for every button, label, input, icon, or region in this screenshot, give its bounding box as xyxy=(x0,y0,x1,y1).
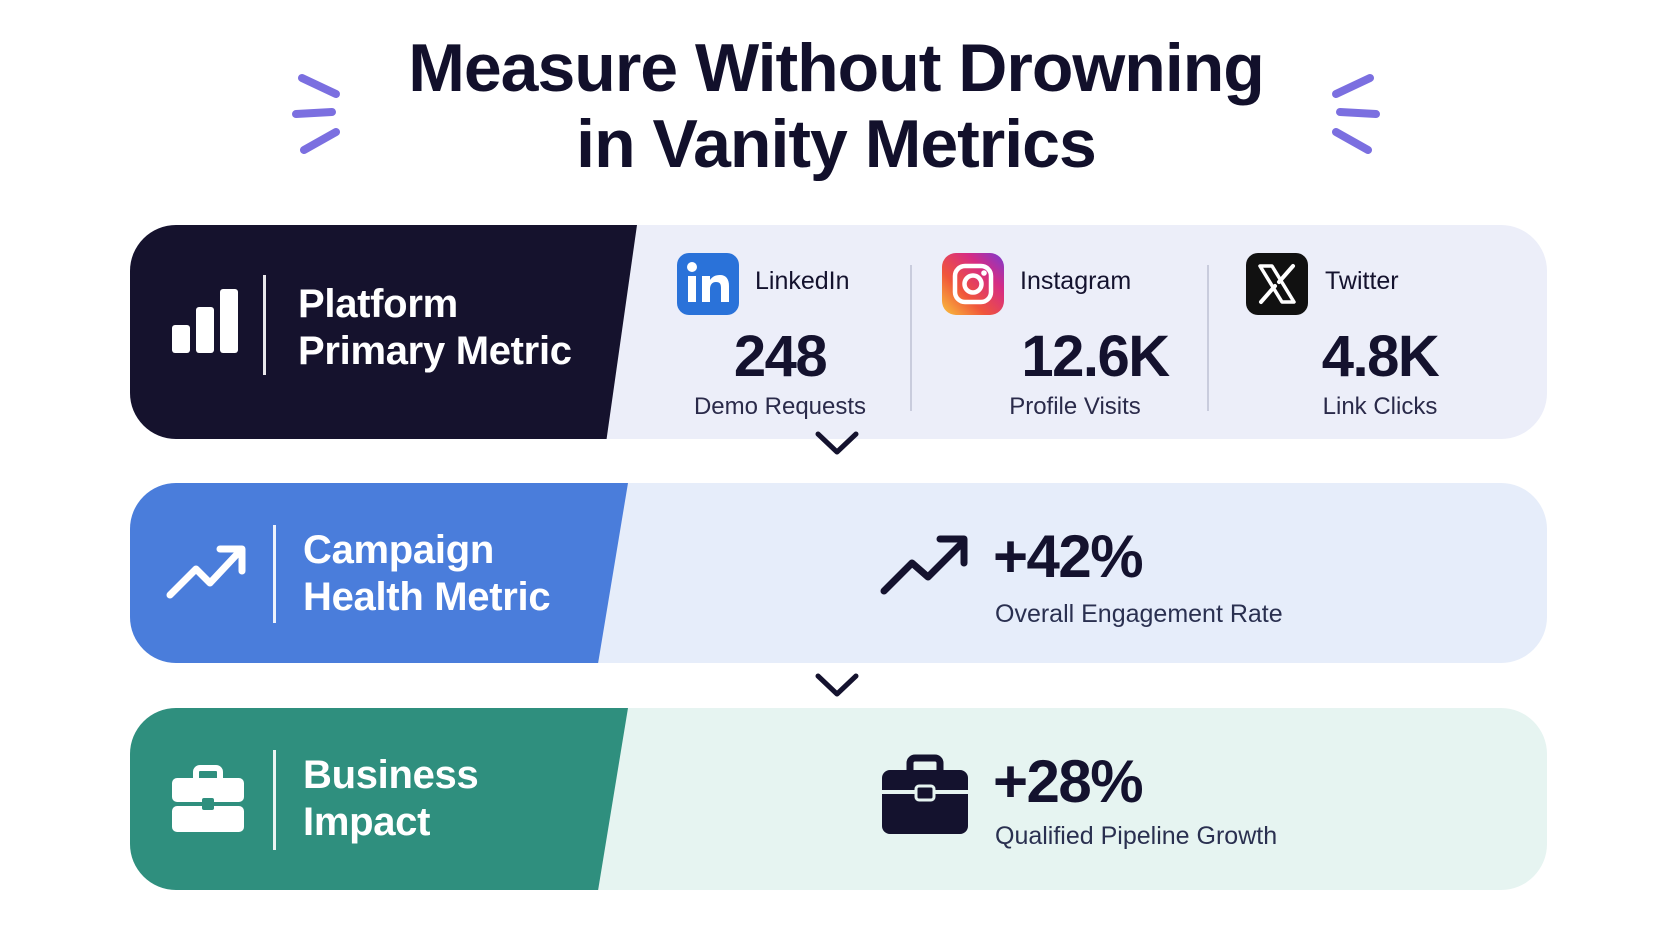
burst-left-icon xyxy=(292,74,340,154)
chevron-down-icon xyxy=(815,431,859,455)
metric-desc: Qualified Pipeline Growth xyxy=(995,822,1278,850)
platform-name: Twitter xyxy=(1325,267,1399,295)
column-separator xyxy=(1207,265,1209,411)
platform-header: Instagram xyxy=(930,253,1220,317)
row-label: Platform Primary Metric xyxy=(298,281,572,375)
x-icon xyxy=(1246,253,1308,315)
linkedin-icon xyxy=(677,253,739,315)
row-band xyxy=(130,225,637,439)
row-label-line-2: Primary Metric xyxy=(298,329,572,373)
page-title: Measure Without Drowning in Vanity Metri… xyxy=(0,30,1672,182)
business-impact-row: Business Impact +28% Qualified Pipeline … xyxy=(130,708,1547,890)
trending-up-icon xyxy=(880,535,968,595)
row-label-line-1: Campaign xyxy=(303,528,494,572)
band-divider xyxy=(263,275,266,375)
briefcase-icon xyxy=(882,754,968,834)
title-line-2: in Vanity Metrics xyxy=(576,106,1097,182)
platform-value: 248 xyxy=(733,324,828,389)
platform-instagram: Instagram 12.6K Profile Visits xyxy=(930,253,1220,420)
platform-linkedin: LinkedIn 248 Demo Requests xyxy=(635,253,925,420)
band-divider xyxy=(273,750,276,850)
platform-desc: Link Clicks xyxy=(1322,393,1438,420)
row-band xyxy=(130,483,628,663)
platform-twitter: Twitter 4.8K Link Clicks xyxy=(1223,253,1513,420)
band-divider xyxy=(273,525,276,623)
chevron-down-icon xyxy=(815,673,859,697)
platform-primary-metric-row: Platform Primary Metric LinkedIn 248 Dem… xyxy=(130,225,1547,439)
trending-up-icon xyxy=(166,545,246,599)
platform-desc: Profile Visits xyxy=(1009,393,1141,420)
platform-desc: Demo Requests xyxy=(693,393,867,420)
platform-name: LinkedIn xyxy=(755,267,850,295)
column-separator xyxy=(910,265,912,411)
platform-value: 4.8K xyxy=(1321,324,1440,389)
metric-value: +42% xyxy=(993,523,1144,590)
metric-desc: Overall Engagement Rate xyxy=(995,600,1283,628)
burst-right-icon xyxy=(1332,74,1380,154)
row-label-line-2: Health Metric xyxy=(303,575,551,619)
briefcase-icon xyxy=(172,765,244,832)
row-label-line-1: Platform xyxy=(298,282,458,326)
platform-name: Instagram xyxy=(1020,267,1132,295)
campaign-health-metric-row: Campaign Health Metric +42% Overall Enga… xyxy=(130,483,1547,663)
title-line-1: Measure Without Drowning xyxy=(408,30,1265,106)
platform-value: 12.6K xyxy=(1021,324,1170,389)
platform-header: Twitter xyxy=(1223,253,1513,317)
row-label-line-2: Impact xyxy=(303,800,431,844)
platform-header: LinkedIn xyxy=(635,253,925,317)
row-label: Campaign Health Metric xyxy=(303,527,551,621)
row-label-line-1: Business xyxy=(303,753,479,797)
instagram-icon xyxy=(942,253,1004,315)
metric-value: +28% xyxy=(993,748,1144,815)
row-label: Business Impact xyxy=(303,752,479,846)
bar-chart-icon xyxy=(172,289,238,353)
